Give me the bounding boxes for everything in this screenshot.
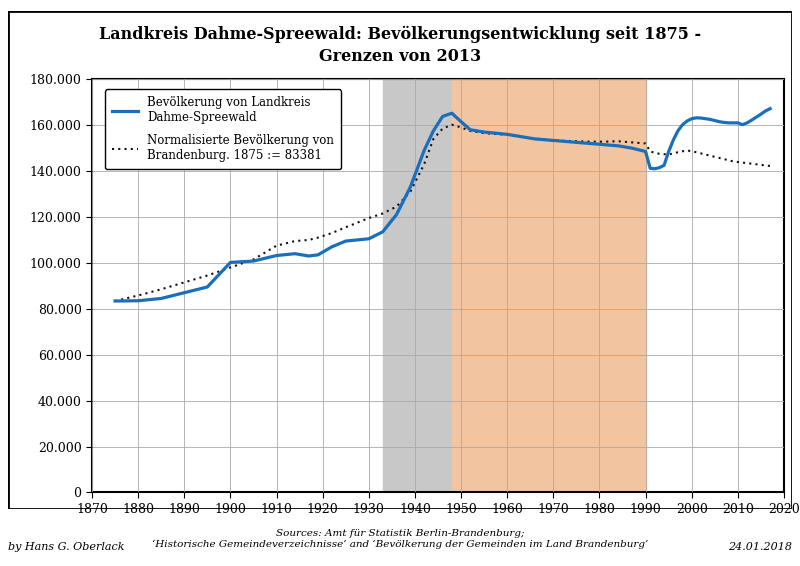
Text: Sources: Amt für Statistik Berlin-Brandenburg;
‘Historische Gemeindeverzeichniss: Sources: Amt für Statistik Berlin-Brande… — [152, 529, 648, 549]
Bar — [452, 79, 646, 492]
Text: Landkreis Dahme-Spreewald: Bevölkerungsentwicklung seit 1875 -
Grenzen von 2013: Landkreis Dahme-Spreewald: Bevölkerungse… — [99, 25, 701, 65]
Legend: Bevölkerung von Landkreis
Dahme-Spreewald, Normalisierte Bevölkerung von
Branden: Bevölkerung von Landkreis Dahme-Spreewal… — [105, 89, 342, 169]
Text: by Hans G. Oberlack: by Hans G. Oberlack — [8, 542, 125, 552]
Text: 24.01.2018: 24.01.2018 — [728, 542, 792, 552]
Bar — [382, 79, 452, 492]
